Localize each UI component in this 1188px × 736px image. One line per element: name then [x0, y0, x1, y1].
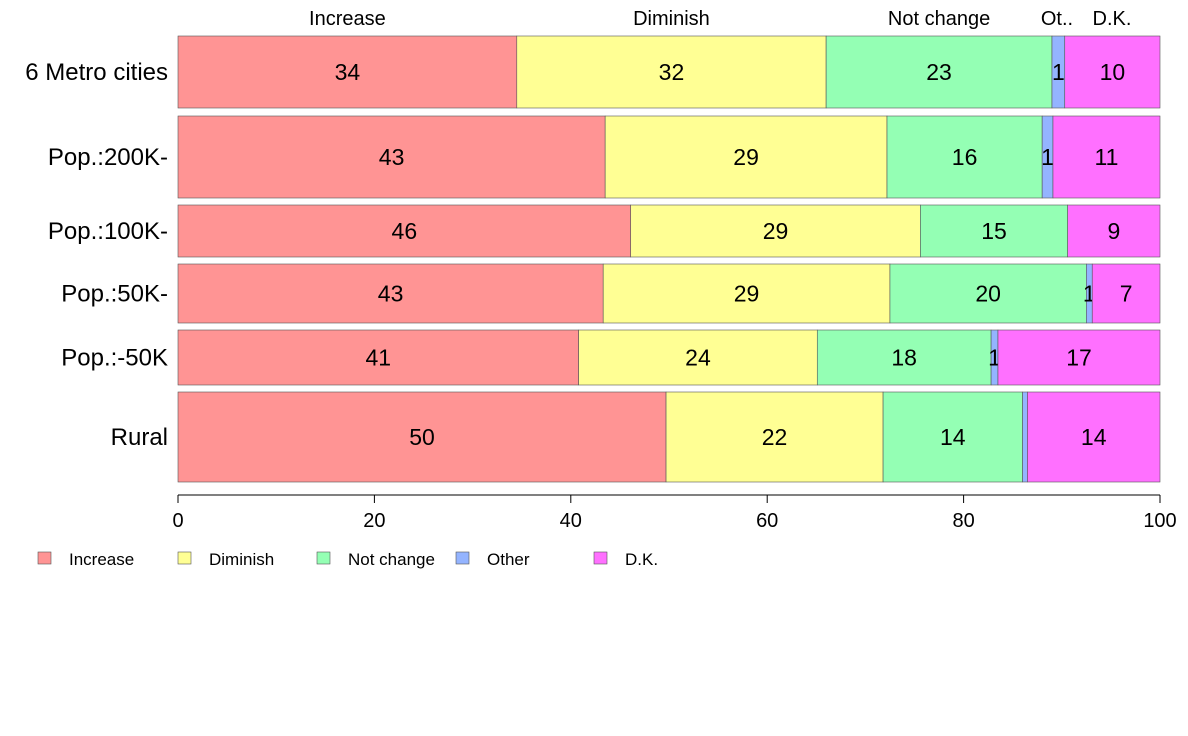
legend-swatch-d-k: [593, 551, 608, 565]
x-tick-label: 100: [1143, 510, 1176, 532]
bar-segment-diminish-5: [578, 329, 818, 386]
bar-segment-diminish-1: [516, 35, 827, 109]
category-label: Rural: [111, 424, 168, 451]
data-label-increase-6: 50: [409, 424, 435, 450]
data-label-other-1: 1: [1052, 59, 1065, 85]
legend-label-increase: Increase: [69, 550, 134, 569]
data-label-diminish-6: 22: [762, 424, 788, 450]
data-label-not-change-3: 15: [981, 218, 1007, 244]
data-label-increase-5: 41: [366, 345, 392, 371]
data-label-not-change-5: 18: [891, 345, 917, 371]
bar-segment-diminish-2: [604, 115, 888, 199]
data-label-not-change-6: 14: [940, 424, 966, 450]
data-label-d-k-1: 10: [1100, 59, 1126, 85]
bar-segment-other-6: [1022, 391, 1028, 483]
data-label-diminish-5: 24: [685, 345, 711, 371]
column-header-increase: Increase: [309, 8, 386, 30]
category-label: Pop.:-50K: [61, 345, 168, 372]
data-label-diminish-1: 32: [659, 59, 685, 85]
data-label-increase-2: 43: [379, 144, 405, 170]
data-label-d-k-5: 17: [1066, 345, 1092, 371]
bar-segment-d-k-1: [1064, 35, 1161, 109]
category-labels: 6 Metro cities Pop.:200K- Pop.:100K- Pop.:5…: [25, 59, 168, 451]
legend-swatch-diminish: [177, 551, 192, 565]
bar-segment-increase-1: [177, 35, 518, 109]
column-header-other: Ot..: [1041, 8, 1073, 30]
data-label-increase-1: 34: [335, 59, 361, 85]
x-tick-label: 0: [172, 510, 183, 532]
legend-label-not-change: Not change: [348, 550, 435, 569]
category-label: 6 Metro cities: [25, 59, 168, 86]
category-label: Pop.:50K-: [61, 281, 168, 308]
bar-segment-increase-5: [177, 329, 579, 386]
bar-segment-not-change-2: [886, 115, 1043, 199]
legend-swatch-increase: [37, 551, 52, 565]
data-label-d-k-2: 11: [1095, 144, 1119, 170]
legend-label-d-k: D.K.: [625, 550, 658, 569]
data-label-diminish-3: 29: [763, 218, 789, 244]
bar-segment-d-k-3: [1067, 204, 1161, 258]
legend-swatch-other: [455, 551, 470, 565]
data-label-d-k-6: 14: [1081, 424, 1107, 450]
legend-label-diminish: Diminish: [209, 550, 274, 569]
bar-segment-not-change-1: [825, 35, 1053, 109]
bar-segment-d-k-2: [1052, 115, 1161, 199]
bar-segment-d-k-6: [1027, 391, 1161, 483]
legend: Increase Diminish Not change Other D.K.: [37, 550, 658, 569]
x-axis: 0 20 40 60 80 100: [172, 494, 1177, 532]
x-tick-label: 40: [560, 510, 582, 532]
data-label-other-2: 1: [1041, 144, 1054, 170]
data-label-increase-4: 43: [378, 281, 404, 307]
bar-segment-diminish-4: [602, 263, 891, 324]
legend-label-other: Other: [487, 550, 530, 569]
column-header-diminish: Diminish: [633, 8, 710, 30]
data-label-diminish-4: 29: [734, 281, 760, 307]
data-label-not-change-2: 16: [952, 144, 978, 170]
legend-swatch-not-change: [316, 551, 331, 565]
bar-segment-increase-3: [177, 204, 632, 258]
bar-segment-diminish-6: [665, 391, 884, 483]
bar-segment-not-change-5: [816, 329, 992, 386]
data-label-d-k-4: 7: [1120, 281, 1133, 307]
data-label-not-change-4: 20: [975, 281, 1001, 307]
data-label-d-k-3: 9: [1107, 218, 1120, 244]
x-tick-label: 80: [952, 510, 974, 532]
category-label: Pop.:200K-: [48, 144, 168, 171]
bar-segment-diminish-3: [630, 204, 921, 258]
data-label-increase-3: 46: [392, 218, 418, 244]
bar-segment-d-k-4: [1091, 263, 1161, 324]
column-header-d-k: D.K.: [1093, 8, 1132, 30]
x-tick-label: 20: [363, 510, 385, 532]
data-label-diminish-2: 29: [733, 144, 759, 170]
bar-segment-increase-2: [177, 115, 606, 199]
x-tick-label: 60: [756, 510, 778, 532]
bar-segment-d-k-5: [997, 329, 1161, 386]
bar-segment-not-change-6: [882, 391, 1023, 483]
category-label: Pop.:100K-: [48, 218, 168, 245]
bar-segment-not-change-4: [889, 263, 1087, 324]
bar-segment-increase-6: [177, 391, 667, 483]
column-headers: Increase Diminish Not change Ot.. D.K.: [309, 8, 1131, 30]
column-header-not-change: Not change: [888, 8, 990, 30]
bar-segment-not-change-3: [920, 204, 1068, 258]
data-label-not-change-1: 23: [926, 59, 952, 85]
